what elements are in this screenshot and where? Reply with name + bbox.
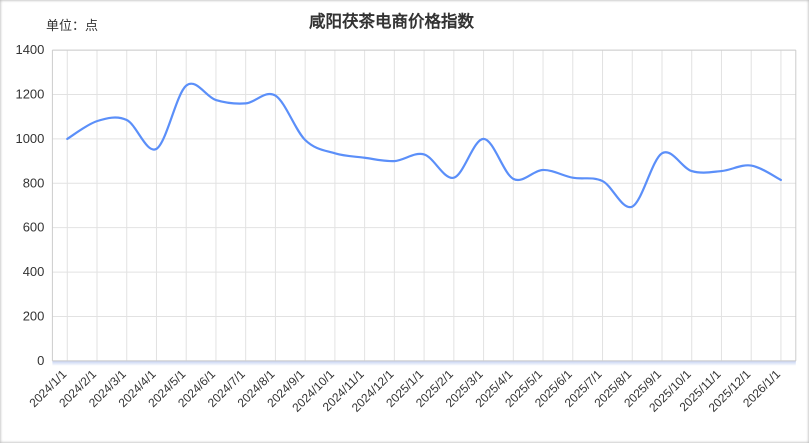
svg-text:600: 600	[23, 220, 45, 235]
svg-text:0: 0	[37, 353, 44, 368]
svg-text:200: 200	[23, 308, 45, 323]
svg-text:800: 800	[23, 175, 45, 190]
svg-text:1200: 1200	[15, 86, 44, 101]
svg-text:1400: 1400	[15, 42, 44, 57]
svg-text:400: 400	[23, 264, 45, 279]
svg-text:1000: 1000	[15, 131, 44, 146]
